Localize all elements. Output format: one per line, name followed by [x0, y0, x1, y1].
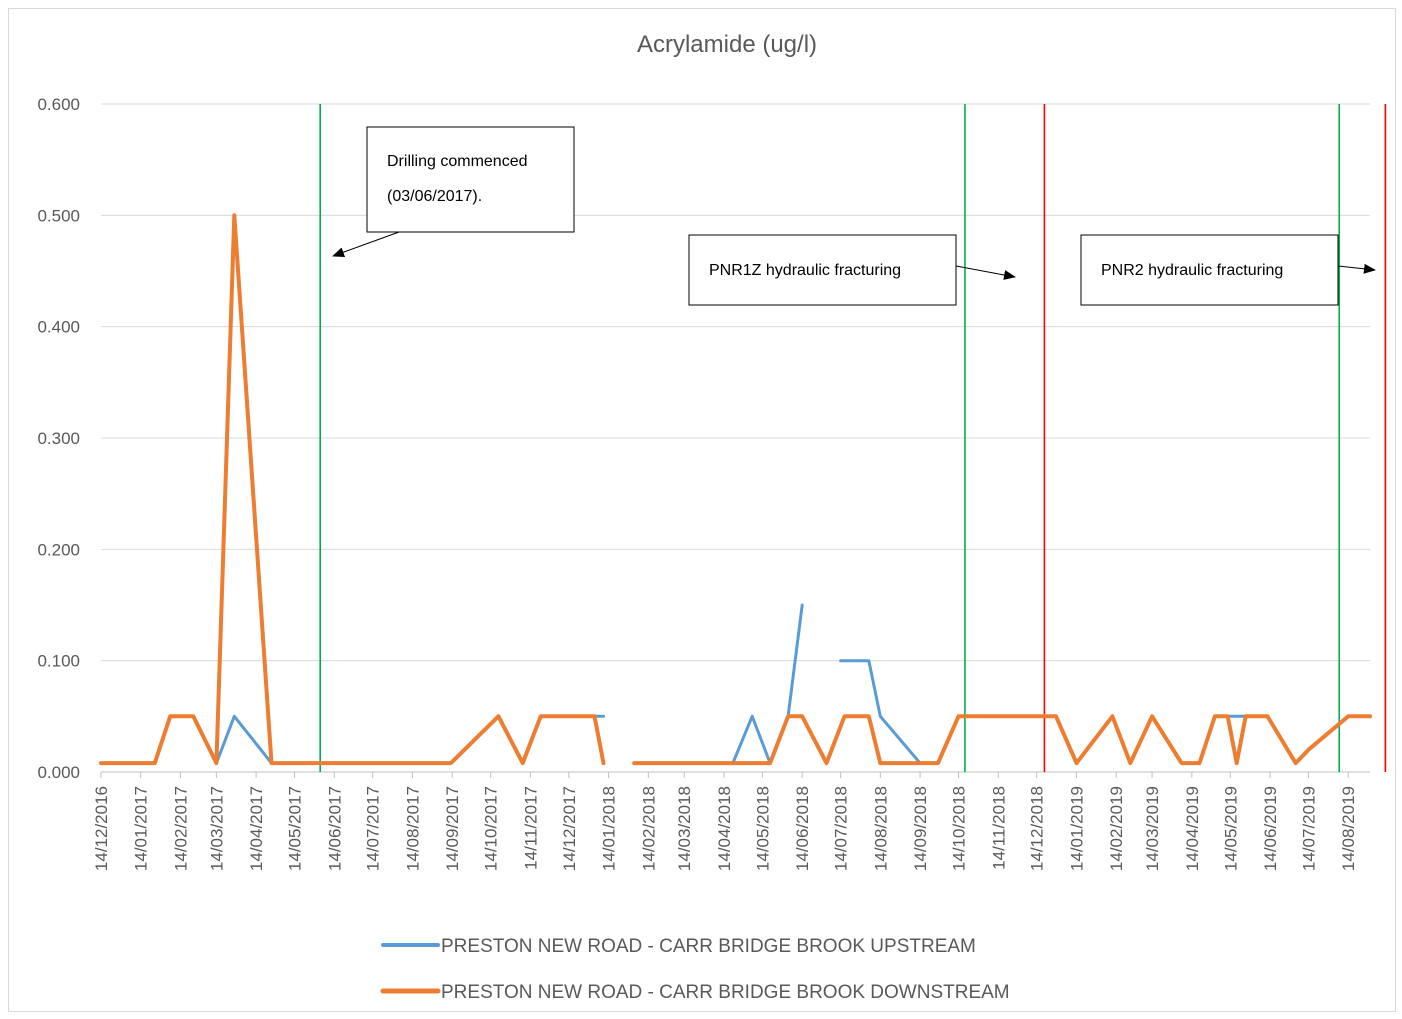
- legend-label: PRESTON NEW ROAD - CARR BRIDGE BROOK DOW…: [441, 982, 1010, 1003]
- x-tick-label: 14/12/2017: [560, 786, 579, 871]
- y-tick-label: 0.400: [37, 318, 80, 337]
- annotation-arrow-pnr1z: [955, 265, 1016, 280]
- x-tick-label: 14/03/2019: [1143, 786, 1162, 871]
- x-tick-label: 14/08/2019: [1339, 786, 1358, 871]
- chart-title: Acrylamide (ug/l): [637, 31, 817, 58]
- x-tick-label: 14/02/2017: [171, 786, 190, 871]
- x-tick-label: 14/04/2017: [247, 786, 266, 871]
- x-tick-label: 14/09/2018: [911, 786, 930, 871]
- x-tick-label: 14/02/2018: [639, 786, 658, 871]
- x-tick-label: 14/08/2017: [403, 786, 422, 871]
- x-tick-label: 14/04/2018: [715, 786, 734, 871]
- gridlines: [101, 103, 1370, 662]
- series-line: [632, 603, 804, 765]
- annotation-text-drilling: Drilling commenced: [387, 153, 528, 170]
- x-tick-label: 14/05/2019: [1221, 786, 1240, 871]
- x-tick-label: 14/06/2019: [1261, 786, 1280, 871]
- annotation-arrow-drilling: [332, 231, 400, 257]
- x-tick-label: 14/01/2019: [1067, 786, 1086, 871]
- x-tick-label: 14/10/2017: [482, 786, 501, 871]
- x-tick-label: 14/04/2019: [1183, 786, 1202, 871]
- annotation-text-pnr1z: PNR1Z hydraulic fracturing: [709, 262, 901, 279]
- x-tick-label: 14/06/2017: [325, 786, 344, 871]
- annotation-text-pnr2: PNR2 hydraulic fracturing: [1101, 262, 1283, 279]
- x-tick-label: 14/10/2018: [950, 786, 969, 871]
- x-tick-label: 14/02/2019: [1107, 786, 1126, 871]
- x-tick-label: 14/11/2017: [521, 786, 540, 870]
- annotation-text-drilling: (03/06/2017).: [387, 188, 482, 205]
- x-tick-label: 14/07/2018: [832, 786, 851, 871]
- x-tick-label: 14/05/2018: [753, 786, 772, 871]
- x-tick-label: 14/07/2017: [364, 786, 383, 871]
- series-lines: [99, 213, 1372, 766]
- x-tick-label: 14/08/2018: [871, 786, 890, 871]
- legend-label: PRESTON NEW ROAD - CARR BRIDGE BROOK UPS…: [441, 936, 976, 957]
- y-tick-label: 0.000: [37, 763, 80, 782]
- x-tick-label: 14/12/2016: [92, 786, 111, 871]
- x-tick-label: 14/01/2017: [132, 786, 151, 871]
- x-tick-label: 14/01/2018: [600, 786, 619, 871]
- series-line: [99, 213, 606, 766]
- annotation-box-drilling: [366, 126, 575, 233]
- y-tick-label: 0.500: [37, 206, 80, 225]
- x-tick-label: 14/03/2017: [207, 786, 226, 871]
- series-line: [632, 714, 1372, 766]
- annotation-arrow-pnr2: [1337, 263, 1376, 274]
- chart-frame: [8, 8, 1396, 1012]
- y-tick-label: 0.300: [37, 429, 80, 448]
- series-line: [99, 714, 605, 765]
- legend: PRESTON NEW ROAD - CARR BRIDGE BROOK UPS…: [380, 936, 1010, 1003]
- y-tick-label: 0.600: [37, 95, 80, 114]
- annotation-box-pnr2: [1080, 234, 1339, 306]
- vertical-markers: [319, 104, 1387, 772]
- axes: 0.000 0.100 0.200 0.300 0.400 0.500 0.600 14/12…: [37, 95, 1370, 871]
- series-line: [839, 659, 1372, 765]
- x-tick-label: 14/11/2018: [989, 786, 1008, 870]
- annotations: Drilling commenced (03/06/2017). PNR1Z hyd…: [332, 126, 1376, 306]
- x-tick-label: 14/06/2018: [793, 786, 812, 871]
- y-tick-label: 0.100: [37, 652, 80, 671]
- y-tick-label: 0.200: [37, 540, 80, 559]
- x-tick-label: 14/07/2019: [1299, 786, 1318, 871]
- x-tick-label: 14/03/2018: [675, 786, 694, 871]
- x-tick-label: 14/12/2018: [1028, 786, 1047, 871]
- x-tick-label: 14/09/2017: [443, 786, 462, 871]
- annotation-box-pnr1z: [688, 234, 957, 306]
- x-tick-label: 14/05/2017: [286, 786, 305, 871]
